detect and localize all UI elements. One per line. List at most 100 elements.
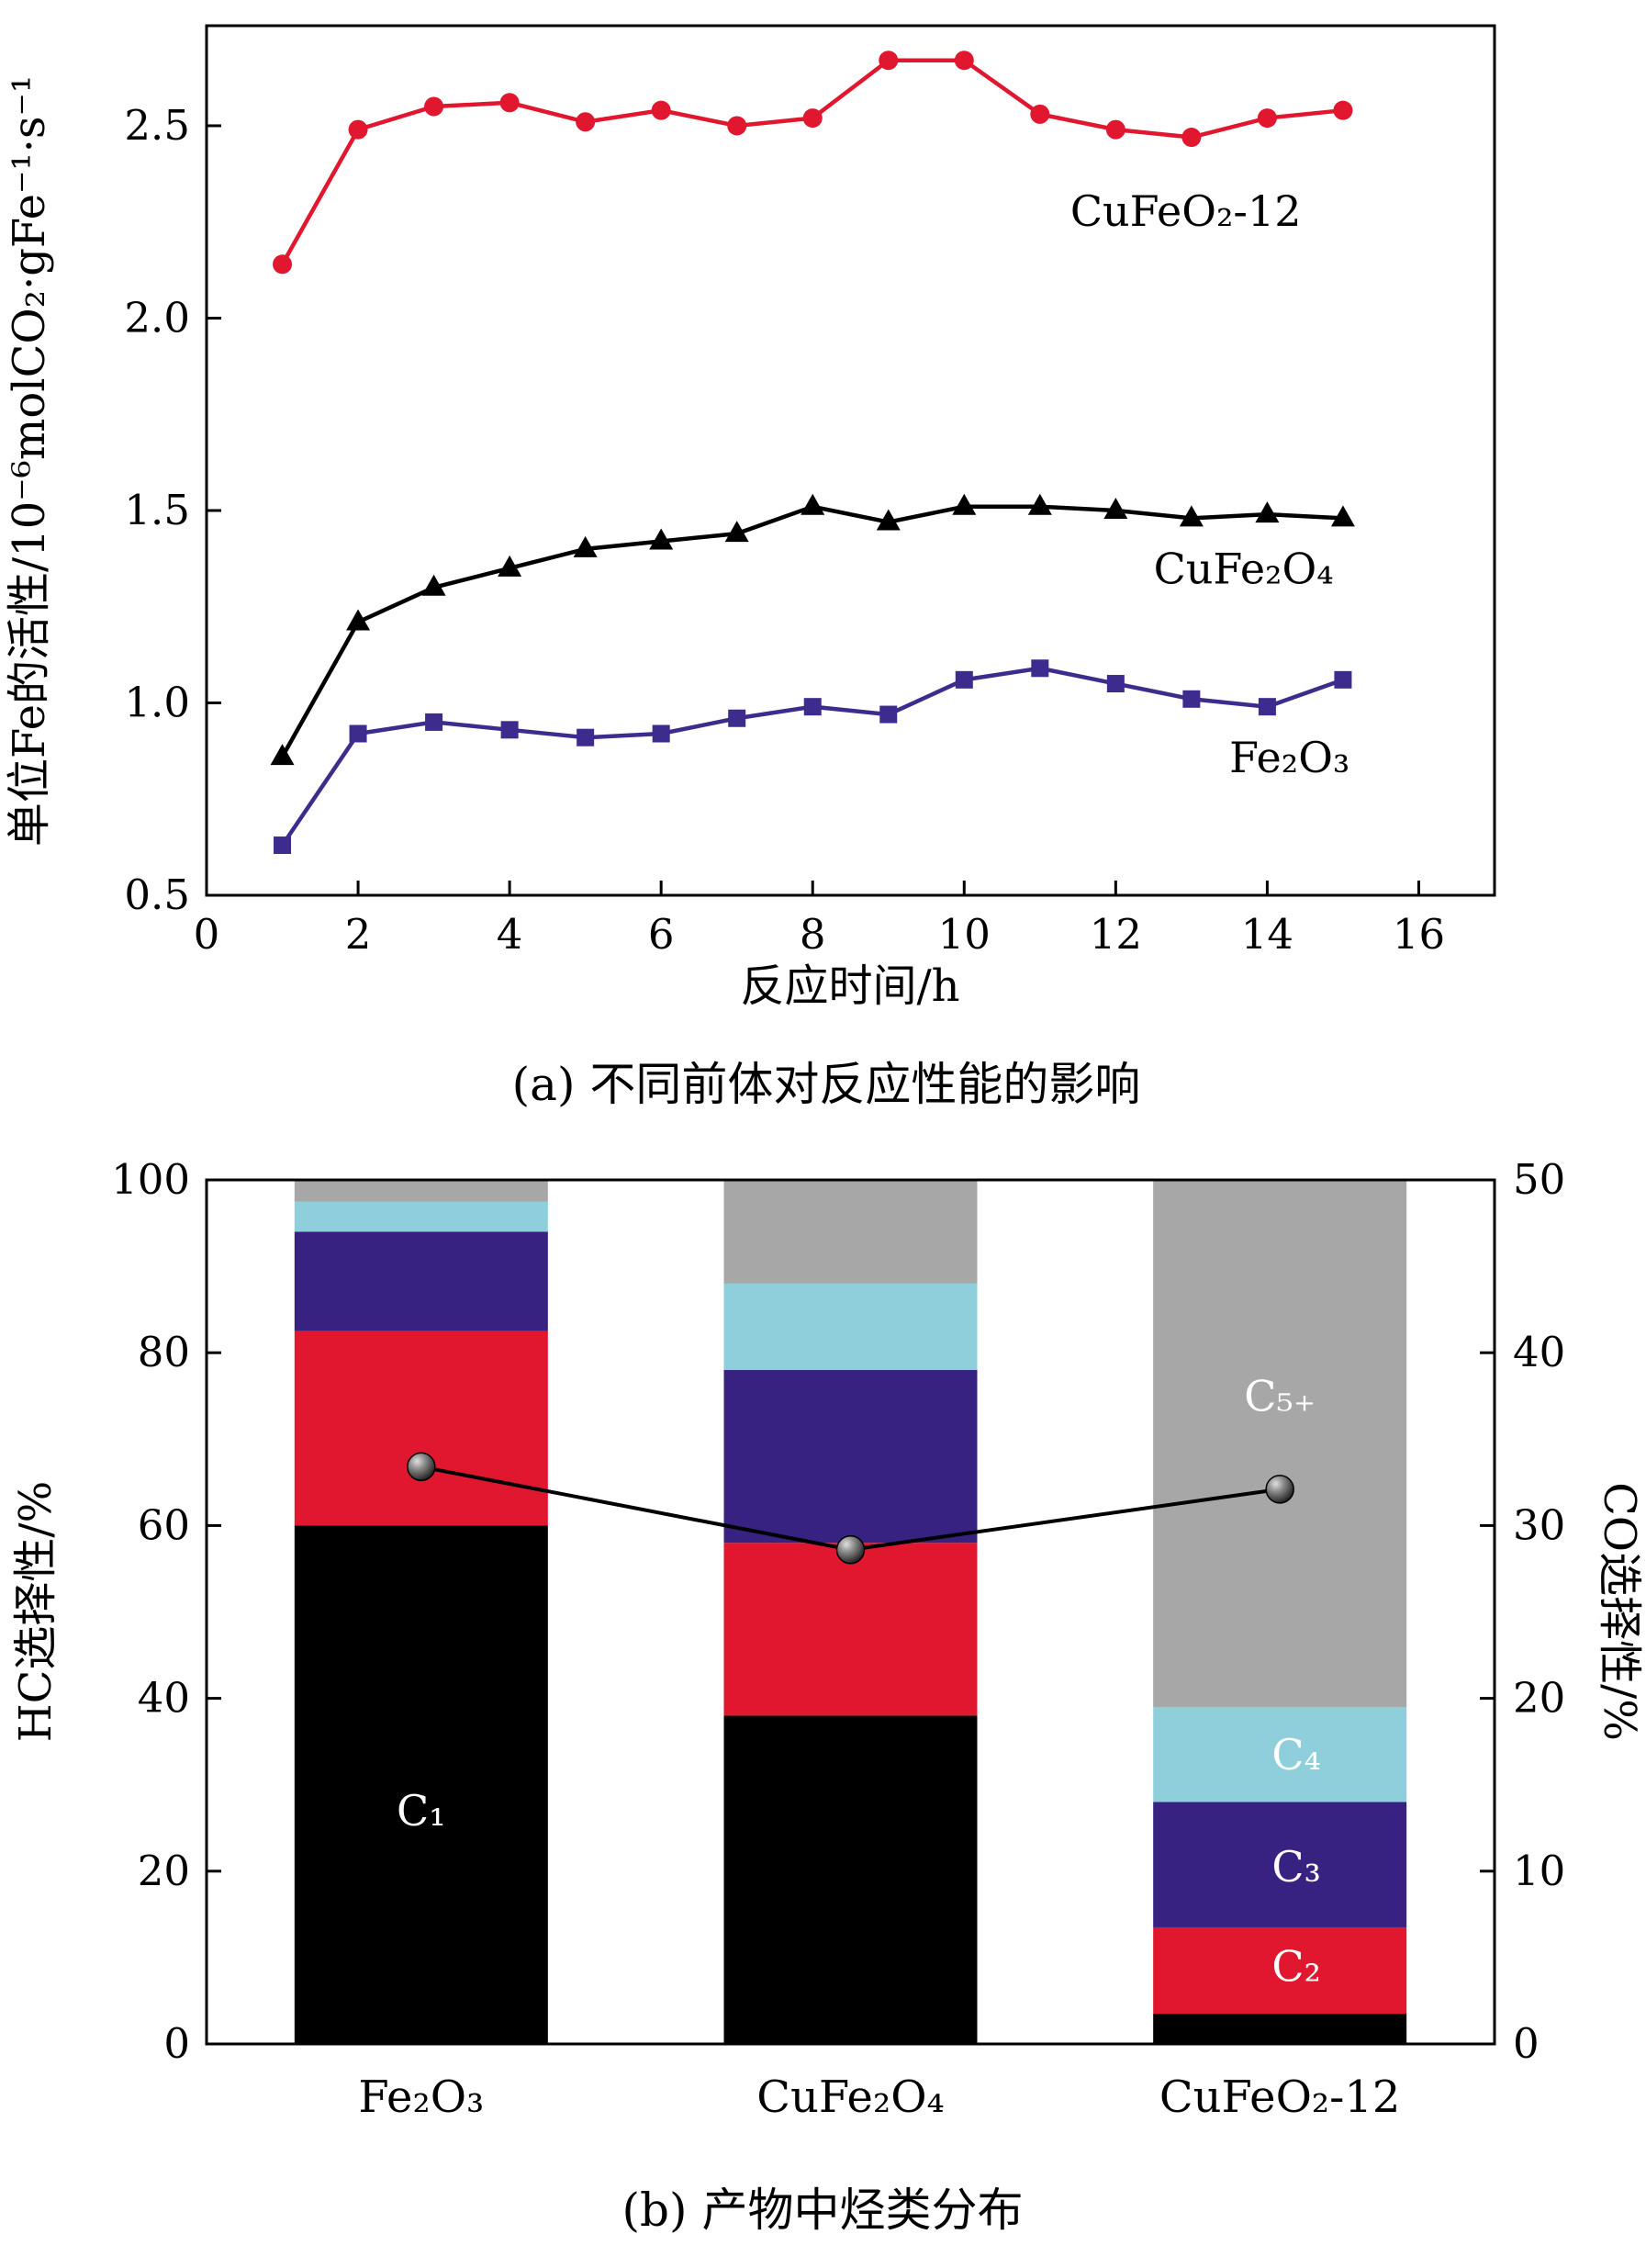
chart-a-x-tick-label: 2	[345, 910, 372, 959]
data-point-triangle	[649, 528, 674, 550]
chart-a-x-tick-label: 4	[497, 910, 523, 959]
co-selectivity-point	[835, 1534, 866, 1565]
bar-segment-label: C₁	[397, 1786, 446, 1836]
data-point-circle	[1257, 108, 1277, 129]
data-point-circle	[1105, 119, 1125, 140]
chart-b: 0 20 40 60 80 100 0 10 20 30 40 50 Fe₂O₃ CuFe₂O₄ CuFeO…	[111, 1155, 1565, 2123]
data-point-square	[1258, 698, 1276, 716]
chart-a-x-axis-label: 反应时间/h	[740, 960, 959, 1012]
chart-a-x-tick-label: 16	[1393, 910, 1445, 959]
data-point-circle	[879, 51, 899, 71]
category-label: Fe₂O₃	[358, 2072, 484, 2123]
category-label: CuFeO₂-12	[1159, 2072, 1401, 2123]
data-point-circle	[273, 254, 293, 275]
data-point-triangle	[346, 609, 371, 631]
data-point-triangle	[724, 521, 749, 543]
data-point-circle	[802, 108, 823, 129]
chart-b-right-tick-label: 50	[1513, 1155, 1565, 1204]
data-point-circle	[348, 119, 368, 140]
data-point-triangle	[952, 493, 977, 515]
bar-segment	[1153, 1926, 1407, 2015]
bar-segment	[723, 1543, 978, 1716]
chart-b-left-tick-label: 0	[163, 2019, 190, 2068]
data-point-square	[349, 724, 367, 743]
data-point-square	[1106, 675, 1125, 693]
data-point-triangle	[876, 509, 901, 531]
data-point-square	[500, 721, 519, 739]
bar-segment	[1153, 1180, 1407, 1708]
chart-a: 0 2 4 6 8 10 12 14 16 0.5 1.0 1.5 2.0 2.5 CuFeO₂-12 CuF…	[124, 24, 1496, 959]
chart-b-left-tick-label: 60	[138, 1500, 190, 1549]
data-point-triangle	[801, 493, 825, 515]
chart-a-y-tick-label: 2.0	[124, 293, 190, 342]
bar-segment-label: C₂	[1271, 1941, 1321, 1991]
data-point-circle	[576, 112, 596, 132]
bar-segment	[723, 1180, 978, 1284]
chart-b-left-axis-label: HC选择性/%	[10, 1481, 62, 1742]
data-point-triangle	[498, 555, 522, 577]
data-point-square	[425, 713, 443, 731]
bar-segment	[294, 1525, 548, 2044]
series-label: Fe₂O₃	[1229, 733, 1349, 782]
chart-a-x-tick-label: 12	[1090, 910, 1142, 959]
data-point-square	[1182, 690, 1201, 708]
data-point-circle	[499, 93, 520, 113]
bar-segment	[723, 1370, 978, 1544]
bar-segment	[723, 1715, 978, 2044]
data-point-square	[879, 705, 898, 724]
bar-segment-label: C₄	[1271, 1730, 1321, 1780]
data-point-triangle	[421, 574, 446, 596]
bar-segment	[1153, 1707, 1407, 1802]
chart-a-x-tick-label: 14	[1241, 910, 1293, 959]
data-point-square	[1334, 670, 1352, 689]
series-label: CuFe₂O₄	[1154, 545, 1334, 594]
bar-segment	[1153, 1802, 1407, 1927]
chart-a-x-tick-label: 8	[800, 910, 826, 959]
chart-a-frame	[205, 24, 1496, 897]
data-point-circle	[1181, 128, 1202, 148]
co-selectivity-point	[407, 1452, 436, 1482]
bar-segment-label: C₃	[1271, 1842, 1321, 1892]
chart-b-right-tick-label: 30	[1513, 1500, 1565, 1549]
data-point-square	[728, 709, 746, 727]
chart-b-left-tick-label: 20	[138, 1847, 190, 1895]
category-label: CuFe₂O₄	[756, 2072, 945, 2123]
data-point-square	[652, 724, 670, 743]
bar-segment	[294, 1231, 548, 1331]
chart-a-x-tick-label: 0	[194, 910, 220, 959]
caption-b: (b) 产物中烃类分布	[622, 2184, 1024, 2237]
caption-a: (a) 不同前体对反应性能的影响	[512, 1058, 1141, 1111]
data-point-square	[274, 836, 292, 855]
data-point-circle	[424, 96, 444, 117]
data-point-triangle	[573, 535, 598, 557]
chart-b-left-tick-label: 80	[138, 1328, 190, 1376]
bar-segment	[1153, 2014, 1407, 2044]
data-point-circle	[1333, 100, 1353, 120]
chart-b-right-tick-label: 10	[1513, 1847, 1565, 1895]
co-selectivity-point	[1265, 1475, 1294, 1504]
chart-a-x-tick-label: 6	[648, 910, 675, 959]
data-point-square	[1031, 659, 1049, 678]
data-point-square	[577, 728, 595, 747]
chart-b-left-tick-label: 40	[138, 1674, 190, 1723]
data-point-triangle	[1255, 501, 1280, 523]
chart-a-y-tick-label: 2.5	[124, 101, 190, 150]
data-point-circle	[1030, 104, 1050, 124]
data-point-triangle	[1179, 505, 1204, 527]
chart-a-y-tick-label: 1.0	[124, 678, 190, 726]
chart-a-y-tick-label: 1.5	[124, 486, 190, 534]
chart-b-left-tick-label: 100	[111, 1155, 190, 1204]
series-label: CuFeO₂-12	[1070, 186, 1302, 236]
data-point-square	[955, 670, 973, 689]
data-point-triangle	[1103, 497, 1128, 519]
chart-a-y-axis-label: 单位Fe的活性/10⁻⁶molCO₂·gFe⁻¹·s⁻¹	[4, 75, 55, 847]
chart-b-right-axis-label: CO选择性/%	[1594, 1482, 1645, 1741]
bar-segment	[294, 1201, 548, 1232]
chart-a-y-tick-label: 0.5	[124, 870, 190, 919]
chart-a-x-tick-label: 10	[938, 910, 991, 959]
bar-segment	[294, 1330, 548, 1526]
bar-segment	[723, 1283, 978, 1371]
chart-b-right-tick-label: 40	[1513, 1328, 1565, 1376]
chart-b-right-tick-label: 0	[1513, 2019, 1540, 2068]
